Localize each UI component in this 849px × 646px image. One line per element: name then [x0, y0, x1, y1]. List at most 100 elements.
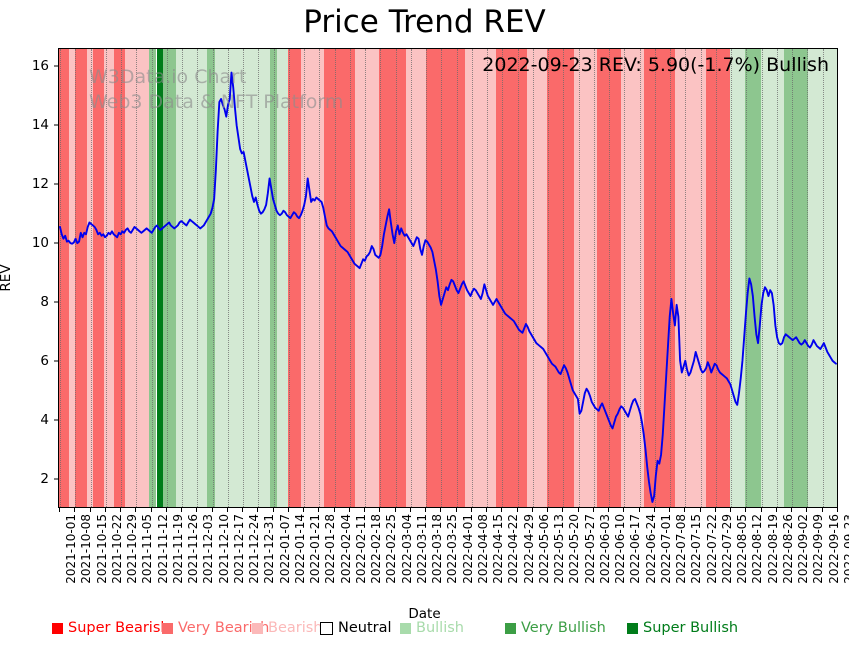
grid-line — [151, 49, 153, 507]
sentiment-band — [74, 49, 88, 507]
legend-label: Super Bearish — [68, 620, 170, 636]
grid-line — [761, 49, 763, 507]
x-tick-mark — [486, 508, 488, 512]
grid-line — [349, 49, 351, 507]
grid-line — [502, 49, 504, 507]
sentiment-band — [287, 49, 301, 507]
grid-line — [288, 49, 290, 507]
x-tick-label: 2022-07-22 — [704, 514, 719, 584]
y-tick-mark — [54, 242, 58, 244]
x-tick-mark — [638, 508, 640, 512]
legend-item[interactable]: Super Bearish — [52, 620, 170, 636]
sentiment-band — [156, 49, 163, 507]
x-tick-label: 2022-02-18 — [369, 514, 384, 584]
x-tick-mark — [547, 508, 549, 512]
y-tick-label: 14 — [31, 116, 49, 133]
x-tick-mark — [272, 508, 274, 512]
sentiment-band — [378, 49, 407, 507]
sentiment-band — [644, 49, 676, 507]
x-tick-mark — [318, 508, 320, 512]
sentiment-band — [355, 49, 379, 507]
x-axis-label: Date — [408, 606, 441, 622]
grid-line — [227, 49, 229, 507]
y-tick-label: 12 — [31, 175, 49, 192]
y-tick-mark — [54, 478, 58, 479]
price-line — [59, 71, 837, 503]
grid-line — [121, 49, 123, 507]
grid-line — [136, 49, 138, 507]
grid-line — [441, 49, 443, 507]
x-tick-label: 2022-08-19 — [765, 514, 780, 584]
x-tick-mark — [303, 508, 305, 512]
x-tick-label: 2022-01-14 — [292, 514, 307, 584]
grid-line — [182, 49, 184, 507]
page-title: Price Trend REV — [303, 4, 546, 40]
sentiment-band — [92, 49, 105, 507]
x-tick-label: 2021-12-31 — [262, 514, 277, 584]
y-axis: 2 4 6 8 10 12 14 16 — [0, 48, 58, 508]
y-tick-label: 4 — [40, 411, 49, 428]
grid-lines — [59, 49, 837, 507]
x-tick-mark — [364, 508, 366, 512]
sentiment-band — [277, 49, 288, 507]
x-tick-label: 2021-12-24 — [247, 514, 262, 584]
sentiment-band — [149, 49, 157, 507]
x-tick-label: 2022-02-11 — [353, 514, 368, 584]
x-tick-label: 2021-10-29 — [125, 514, 140, 584]
x-tick-label: 2022-07-01 — [658, 514, 673, 584]
sentiment-band — [162, 49, 176, 507]
x-tick-label: 2022-05-13 — [552, 514, 567, 584]
x-tick-mark — [684, 508, 686, 512]
grid-line — [456, 49, 458, 507]
x-tick-label: 2022-01-07 — [277, 514, 292, 584]
x-tick-mark — [623, 508, 625, 512]
x-tick-label: 2022-04-01 — [460, 514, 475, 584]
x-tick-mark — [775, 508, 777, 512]
sentiment-band — [807, 49, 837, 507]
x-tick-label: 2022-05-27 — [582, 514, 597, 584]
x-tick-mark — [730, 508, 732, 512]
x-tick-label: 2022-09-23 — [842, 514, 849, 584]
x-tick-label: 2022-08-26 — [780, 514, 795, 584]
grid-line — [105, 49, 107, 507]
legend-item[interactable]: Neutral — [320, 620, 392, 636]
grid-line — [670, 49, 672, 507]
x-tick-mark — [455, 508, 457, 512]
plot-area: W3Data.io Chart Web3 Data & NFT Platform… — [58, 48, 838, 508]
x-tick-label: 2021-10-22 — [109, 514, 124, 584]
x-tick-mark — [150, 508, 152, 512]
legend-label: Neutral — [338, 620, 392, 636]
x-tick-label: 2022-09-09 — [811, 514, 826, 584]
legend-item[interactable]: Very Bearish — [162, 620, 269, 636]
grid-line — [395, 49, 397, 507]
x-tick-mark — [760, 508, 762, 512]
x-tick-mark — [333, 508, 335, 512]
x-tick-mark — [806, 508, 808, 512]
sentiment-band — [176, 49, 208, 507]
x-tick-label: 2022-02-25 — [384, 514, 399, 584]
y-tick-label: 10 — [31, 234, 49, 251]
grid-line — [517, 49, 519, 507]
sentiment-band — [745, 49, 761, 507]
sentiment-band — [113, 49, 125, 507]
grid-line — [258, 49, 260, 507]
grid-line — [563, 49, 565, 507]
x-tick-label: 2021-10-15 — [94, 514, 109, 584]
x-tick-mark — [653, 508, 655, 512]
x-tick-mark — [791, 508, 793, 512]
x-tick-label: 2022-03-04 — [399, 514, 414, 584]
x-tick-mark — [501, 508, 503, 512]
x-tick-mark — [714, 508, 716, 512]
legend-swatch-icon — [52, 622, 63, 634]
grid-line — [578, 49, 580, 507]
legend-item[interactable]: Bullish — [400, 620, 464, 636]
grid-line — [822, 49, 824, 507]
legend-item[interactable]: Very Bullish — [505, 620, 606, 636]
legend-swatch-icon — [627, 622, 638, 634]
sentiment-band — [104, 49, 114, 507]
legend-item[interactable]: Super Bullish — [627, 620, 738, 636]
legend-item[interactable]: Bearish — [252, 620, 323, 636]
grid-line — [304, 49, 306, 507]
x-tick-label: 2021-11-26 — [186, 514, 201, 584]
